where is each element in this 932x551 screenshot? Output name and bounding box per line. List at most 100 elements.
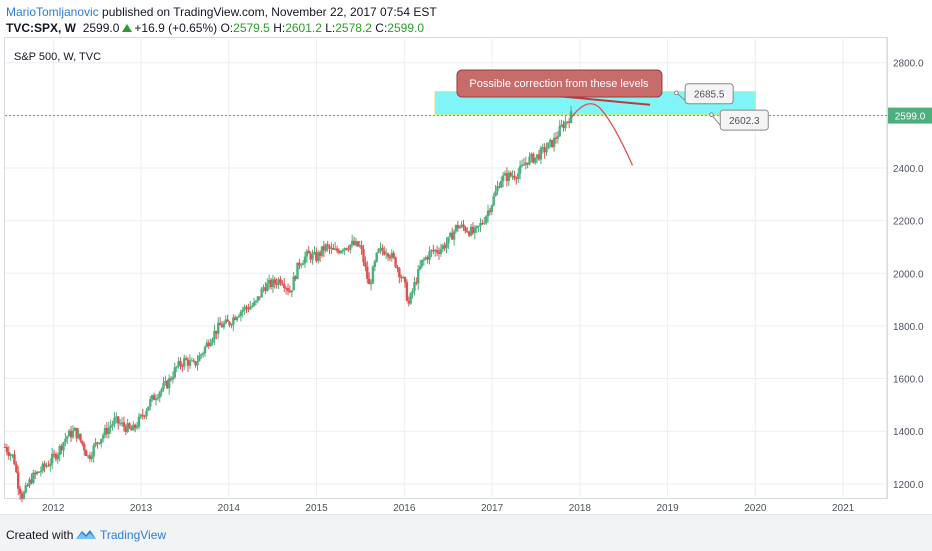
candle-body xyxy=(443,245,446,249)
candle-body xyxy=(515,178,518,180)
candle-body xyxy=(181,365,184,367)
candle-body xyxy=(375,252,378,262)
tradingview-link[interactable]: TradingView xyxy=(100,528,167,542)
high-label: H: xyxy=(273,21,286,35)
candle-body xyxy=(88,455,92,459)
candle-body xyxy=(32,472,35,483)
candle-body xyxy=(179,360,182,366)
y-tick-label: 1200.0 xyxy=(893,480,924,491)
candle-body xyxy=(196,361,199,366)
low-label: L: xyxy=(325,21,336,35)
candle-body xyxy=(183,358,186,367)
candle-body xyxy=(241,310,244,312)
candle-body xyxy=(273,279,277,284)
close-label: C: xyxy=(375,21,388,35)
candle-body xyxy=(318,252,322,256)
candle-body xyxy=(115,416,118,418)
projection-curve xyxy=(570,103,634,166)
candle-body xyxy=(286,288,290,292)
publish-line: MarioTomljanovic published on TradingVie… xyxy=(6,5,437,19)
candle-body xyxy=(307,250,310,254)
candle-body xyxy=(207,342,210,347)
y-tick-label: 1400.0 xyxy=(893,427,924,438)
price-label-anchor xyxy=(674,90,679,96)
candle-body xyxy=(390,252,394,259)
up-arrow-icon xyxy=(122,24,133,32)
callout-text: Possible correction from these levels xyxy=(469,78,649,90)
candle-body xyxy=(41,463,44,471)
candle-body xyxy=(188,360,192,366)
candle-body xyxy=(313,251,316,254)
candle-body xyxy=(330,247,333,249)
candle-body xyxy=(256,296,260,301)
candle-body xyxy=(86,455,90,457)
candle-body xyxy=(73,427,77,431)
candle-body xyxy=(541,147,544,149)
candle-body xyxy=(109,425,112,428)
candle-body xyxy=(126,423,129,433)
candle-body xyxy=(383,251,386,255)
candle-body xyxy=(477,225,480,227)
candle-body xyxy=(279,279,282,284)
candle-body xyxy=(101,435,105,439)
candle-body xyxy=(277,279,280,285)
x-tick-label: 2012 xyxy=(42,503,65,514)
candle-body xyxy=(284,287,288,289)
candle-body xyxy=(366,266,369,279)
candle-body xyxy=(558,126,561,137)
created-with-text: Created with xyxy=(6,528,74,542)
candle-body xyxy=(37,471,41,473)
candle-body xyxy=(150,395,154,400)
candle-body xyxy=(164,380,167,384)
author-link[interactable]: MarioTomljanovic xyxy=(6,5,99,19)
candle-body xyxy=(322,246,326,251)
close-value: 2599.0 xyxy=(387,21,424,35)
candle-body xyxy=(526,162,529,165)
candle-body xyxy=(294,276,297,280)
candle-body xyxy=(360,245,363,250)
candle-body xyxy=(407,300,410,304)
y-tick-label: 2000.0 xyxy=(893,269,924,280)
candle-body xyxy=(71,430,75,438)
candle-body xyxy=(303,256,307,264)
candle-body xyxy=(218,322,222,326)
candle-body xyxy=(364,262,367,267)
change-text: +16.9 (+0.65%) xyxy=(134,21,218,35)
candle-body xyxy=(545,148,548,153)
tradingview-logo-icon xyxy=(76,530,96,539)
candle-body xyxy=(532,153,535,163)
candle-body xyxy=(49,463,52,466)
candle-body xyxy=(401,277,405,279)
callout-box xyxy=(456,69,663,98)
candle-body xyxy=(141,414,144,416)
candle-body xyxy=(437,252,441,254)
candle-body xyxy=(456,225,460,229)
candle-body xyxy=(84,450,88,456)
price-chart[interactable]: 1200.0 1400.0 1600.0 1800.0 2000.0 2200.0 2400… xyxy=(0,37,932,514)
candle-body xyxy=(128,423,131,428)
candle-body xyxy=(245,306,248,308)
y-tick-label: 2400.0 xyxy=(893,164,924,175)
candle-body xyxy=(224,319,227,324)
candle-body xyxy=(392,252,395,258)
candle-body xyxy=(145,410,148,416)
candle-body xyxy=(415,282,418,284)
candle-body xyxy=(347,249,350,251)
candle-body xyxy=(462,224,465,228)
candle-body xyxy=(184,358,188,360)
candle-body xyxy=(417,269,420,284)
candle-body xyxy=(9,454,12,456)
candle-body xyxy=(354,241,358,246)
candle-body xyxy=(454,225,458,232)
candle-body xyxy=(96,442,99,444)
candle-body xyxy=(305,250,309,257)
candle-body xyxy=(17,472,20,489)
candle-body xyxy=(135,426,139,428)
candle-body xyxy=(488,210,492,212)
candle-body xyxy=(475,226,478,229)
candle-body xyxy=(398,268,401,278)
candle-body xyxy=(137,416,141,427)
candle-body xyxy=(100,438,103,444)
candle-body xyxy=(198,355,201,362)
candle-body xyxy=(56,454,60,460)
